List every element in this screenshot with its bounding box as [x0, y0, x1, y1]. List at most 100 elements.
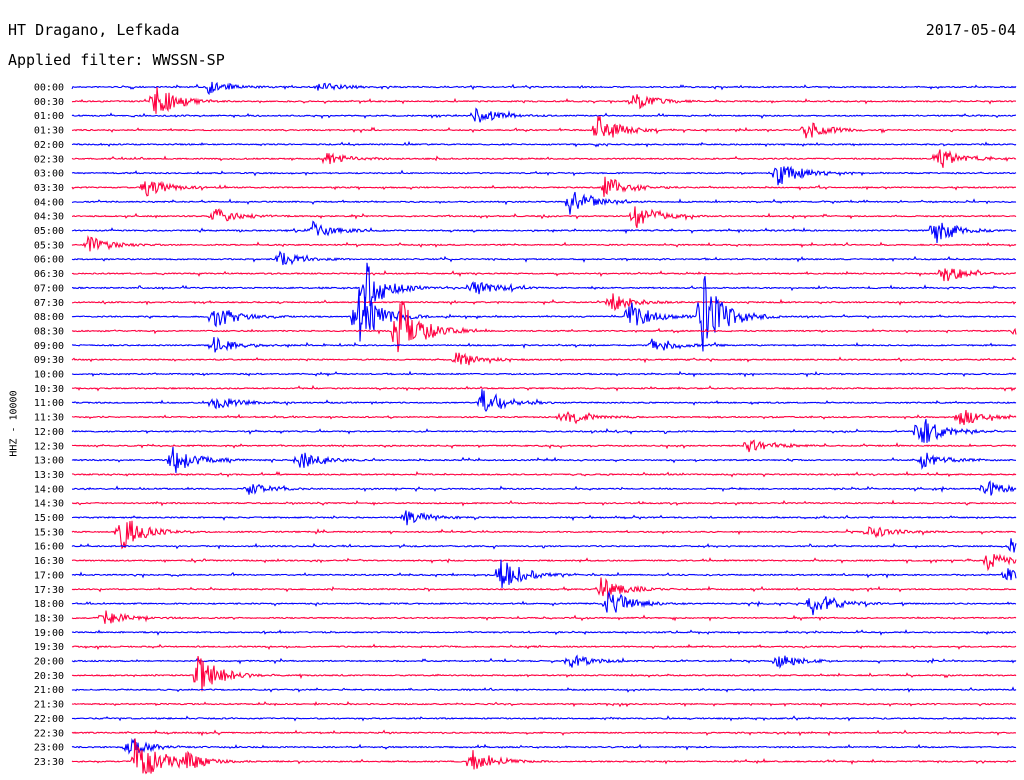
trace-label: 22:30 [34, 728, 64, 739]
seismic-trace [71, 577, 1017, 600]
seismic-trace [71, 654, 1017, 670]
seismic-trace [71, 250, 1017, 266]
trace-label: 18:30 [34, 613, 64, 624]
trace-label: 16:00 [34, 542, 64, 553]
trace-label: 02:30 [34, 154, 64, 165]
trace-label: 11:00 [34, 398, 64, 409]
trace-label: 04:30 [34, 212, 64, 223]
seismic-trace [71, 352, 1017, 366]
seismic-trace [71, 610, 1017, 624]
trace-label: 12:30 [34, 441, 64, 452]
seismic-trace [71, 559, 1017, 588]
seismic-trace [71, 176, 1017, 197]
trace-label: 07:30 [34, 298, 64, 309]
seismic-trace [71, 107, 1016, 123]
seismic-trace [71, 220, 1017, 244]
seismic-trace [71, 553, 1017, 572]
seismic-trace [71, 191, 1017, 215]
seismic-trace [71, 655, 1017, 692]
trace-label: 13:00 [34, 456, 64, 467]
trace-label: 00:30 [34, 97, 64, 108]
seismic-trace [71, 590, 1017, 616]
seismic-trace [71, 499, 1017, 507]
seismic-trace [71, 418, 1017, 443]
trace-label: 03:00 [34, 169, 64, 180]
trace-label: 22:00 [34, 714, 64, 725]
seismic-trace [71, 234, 1017, 252]
date-label: 2017-05-04 [925, 21, 1016, 39]
seismic-trace [71, 384, 1017, 392]
trace-label: 14:00 [34, 484, 64, 495]
trace-label: 07:00 [34, 283, 64, 294]
seismic-trace [71, 520, 1017, 550]
trace-label: 16:30 [34, 556, 64, 567]
seismic-trace [71, 715, 1017, 722]
trace-label: 09:30 [34, 355, 64, 366]
seismic-trace [71, 410, 1017, 425]
trace-label: 17:30 [34, 585, 64, 596]
seismic-trace [71, 262, 1017, 310]
seismic-trace [71, 480, 1017, 496]
seismic-trace [71, 510, 1017, 526]
trace-label: 12:00 [34, 427, 64, 438]
seismic-trace [71, 276, 1017, 352]
trace-label: 20:00 [34, 657, 64, 668]
trace-label: 02:00 [34, 140, 64, 151]
trace-label: 14:30 [34, 499, 64, 510]
seismic-trace [71, 389, 1017, 413]
trace-label: 21:00 [34, 685, 64, 696]
seismic-trace [71, 439, 1017, 453]
seismic-trace [71, 729, 1017, 737]
trace-label: 04:00 [34, 197, 64, 208]
trace-label: 13:30 [34, 470, 64, 481]
seismic-trace [71, 165, 1017, 186]
trace-label: 05:00 [34, 226, 64, 237]
seismic-trace [71, 446, 1016, 473]
seismic-trace [72, 116, 1017, 139]
seismic-trace [71, 268, 1017, 282]
trace-label: 08:30 [34, 326, 64, 337]
trace-label: 23:00 [34, 743, 64, 754]
trace-label: 11:30 [34, 413, 64, 424]
seismic-trace [71, 701, 1017, 708]
trace-label: 05:30 [34, 240, 64, 251]
trace-label: 18:00 [34, 599, 64, 610]
trace-label: 15:30 [34, 527, 64, 538]
seismic-trace [71, 538, 1017, 553]
seismic-trace [71, 149, 1017, 168]
seismic-trace [71, 300, 1017, 353]
seismic-trace [71, 81, 1017, 96]
seismic-trace [71, 293, 1017, 312]
trace-label: 19:00 [34, 628, 64, 639]
trace-label: 06:30 [34, 269, 64, 280]
trace-label: 17:00 [34, 570, 64, 581]
trace-label: 08:00 [34, 312, 64, 323]
seismic-trace [71, 87, 1017, 114]
trace-label: 01:00 [34, 111, 64, 122]
seismic-trace [71, 140, 1017, 148]
trace-label: 00:00 [34, 83, 64, 94]
seismic-trace [71, 738, 1017, 775]
seismic-trace [71, 737, 1017, 755]
trace-label: 06:00 [34, 255, 64, 266]
trace-label: 19:30 [34, 642, 64, 653]
seismic-trace [71, 629, 1017, 636]
trace-label: 21:30 [34, 700, 64, 711]
trace-label: 01:30 [34, 126, 64, 137]
trace-label: 23:30 [34, 757, 64, 768]
seismic-trace [72, 206, 1017, 228]
station-title: HT Dragano, Lefkada [8, 21, 180, 39]
seismic-trace [71, 370, 1017, 378]
seismic-trace [71, 336, 1017, 353]
trace-label: 20:30 [34, 671, 64, 682]
trace-label: 03:30 [34, 183, 64, 194]
seismic-trace [71, 686, 1017, 693]
seismic-trace [71, 643, 1017, 651]
seismic-trace [71, 470, 1017, 478]
filter-label: Applied filter: WWSSN-SP [8, 51, 225, 69]
trace-label: 09:00 [34, 341, 64, 352]
trace-label: 10:30 [34, 384, 64, 395]
trace-label: 15:00 [34, 513, 64, 524]
trace-label: 10:00 [34, 370, 64, 381]
